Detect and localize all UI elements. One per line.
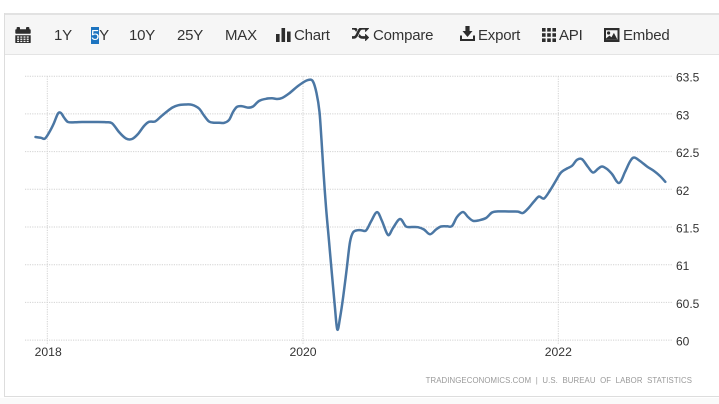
svg-text:2022: 2022 — [545, 345, 572, 359]
svg-text:2020: 2020 — [289, 345, 316, 359]
svg-text:2018: 2018 — [35, 345, 62, 359]
svg-text:60: 60 — [676, 335, 690, 349]
svg-text:61: 61 — [676, 259, 690, 273]
svg-text:63: 63 — [676, 108, 690, 122]
svg-text:62: 62 — [676, 184, 690, 198]
svg-text:63.5: 63.5 — [676, 71, 700, 85]
svg-text:61.5: 61.5 — [676, 222, 700, 236]
svg-text:60.5: 60.5 — [676, 297, 700, 311]
svg-text:62.5: 62.5 — [676, 146, 700, 160]
